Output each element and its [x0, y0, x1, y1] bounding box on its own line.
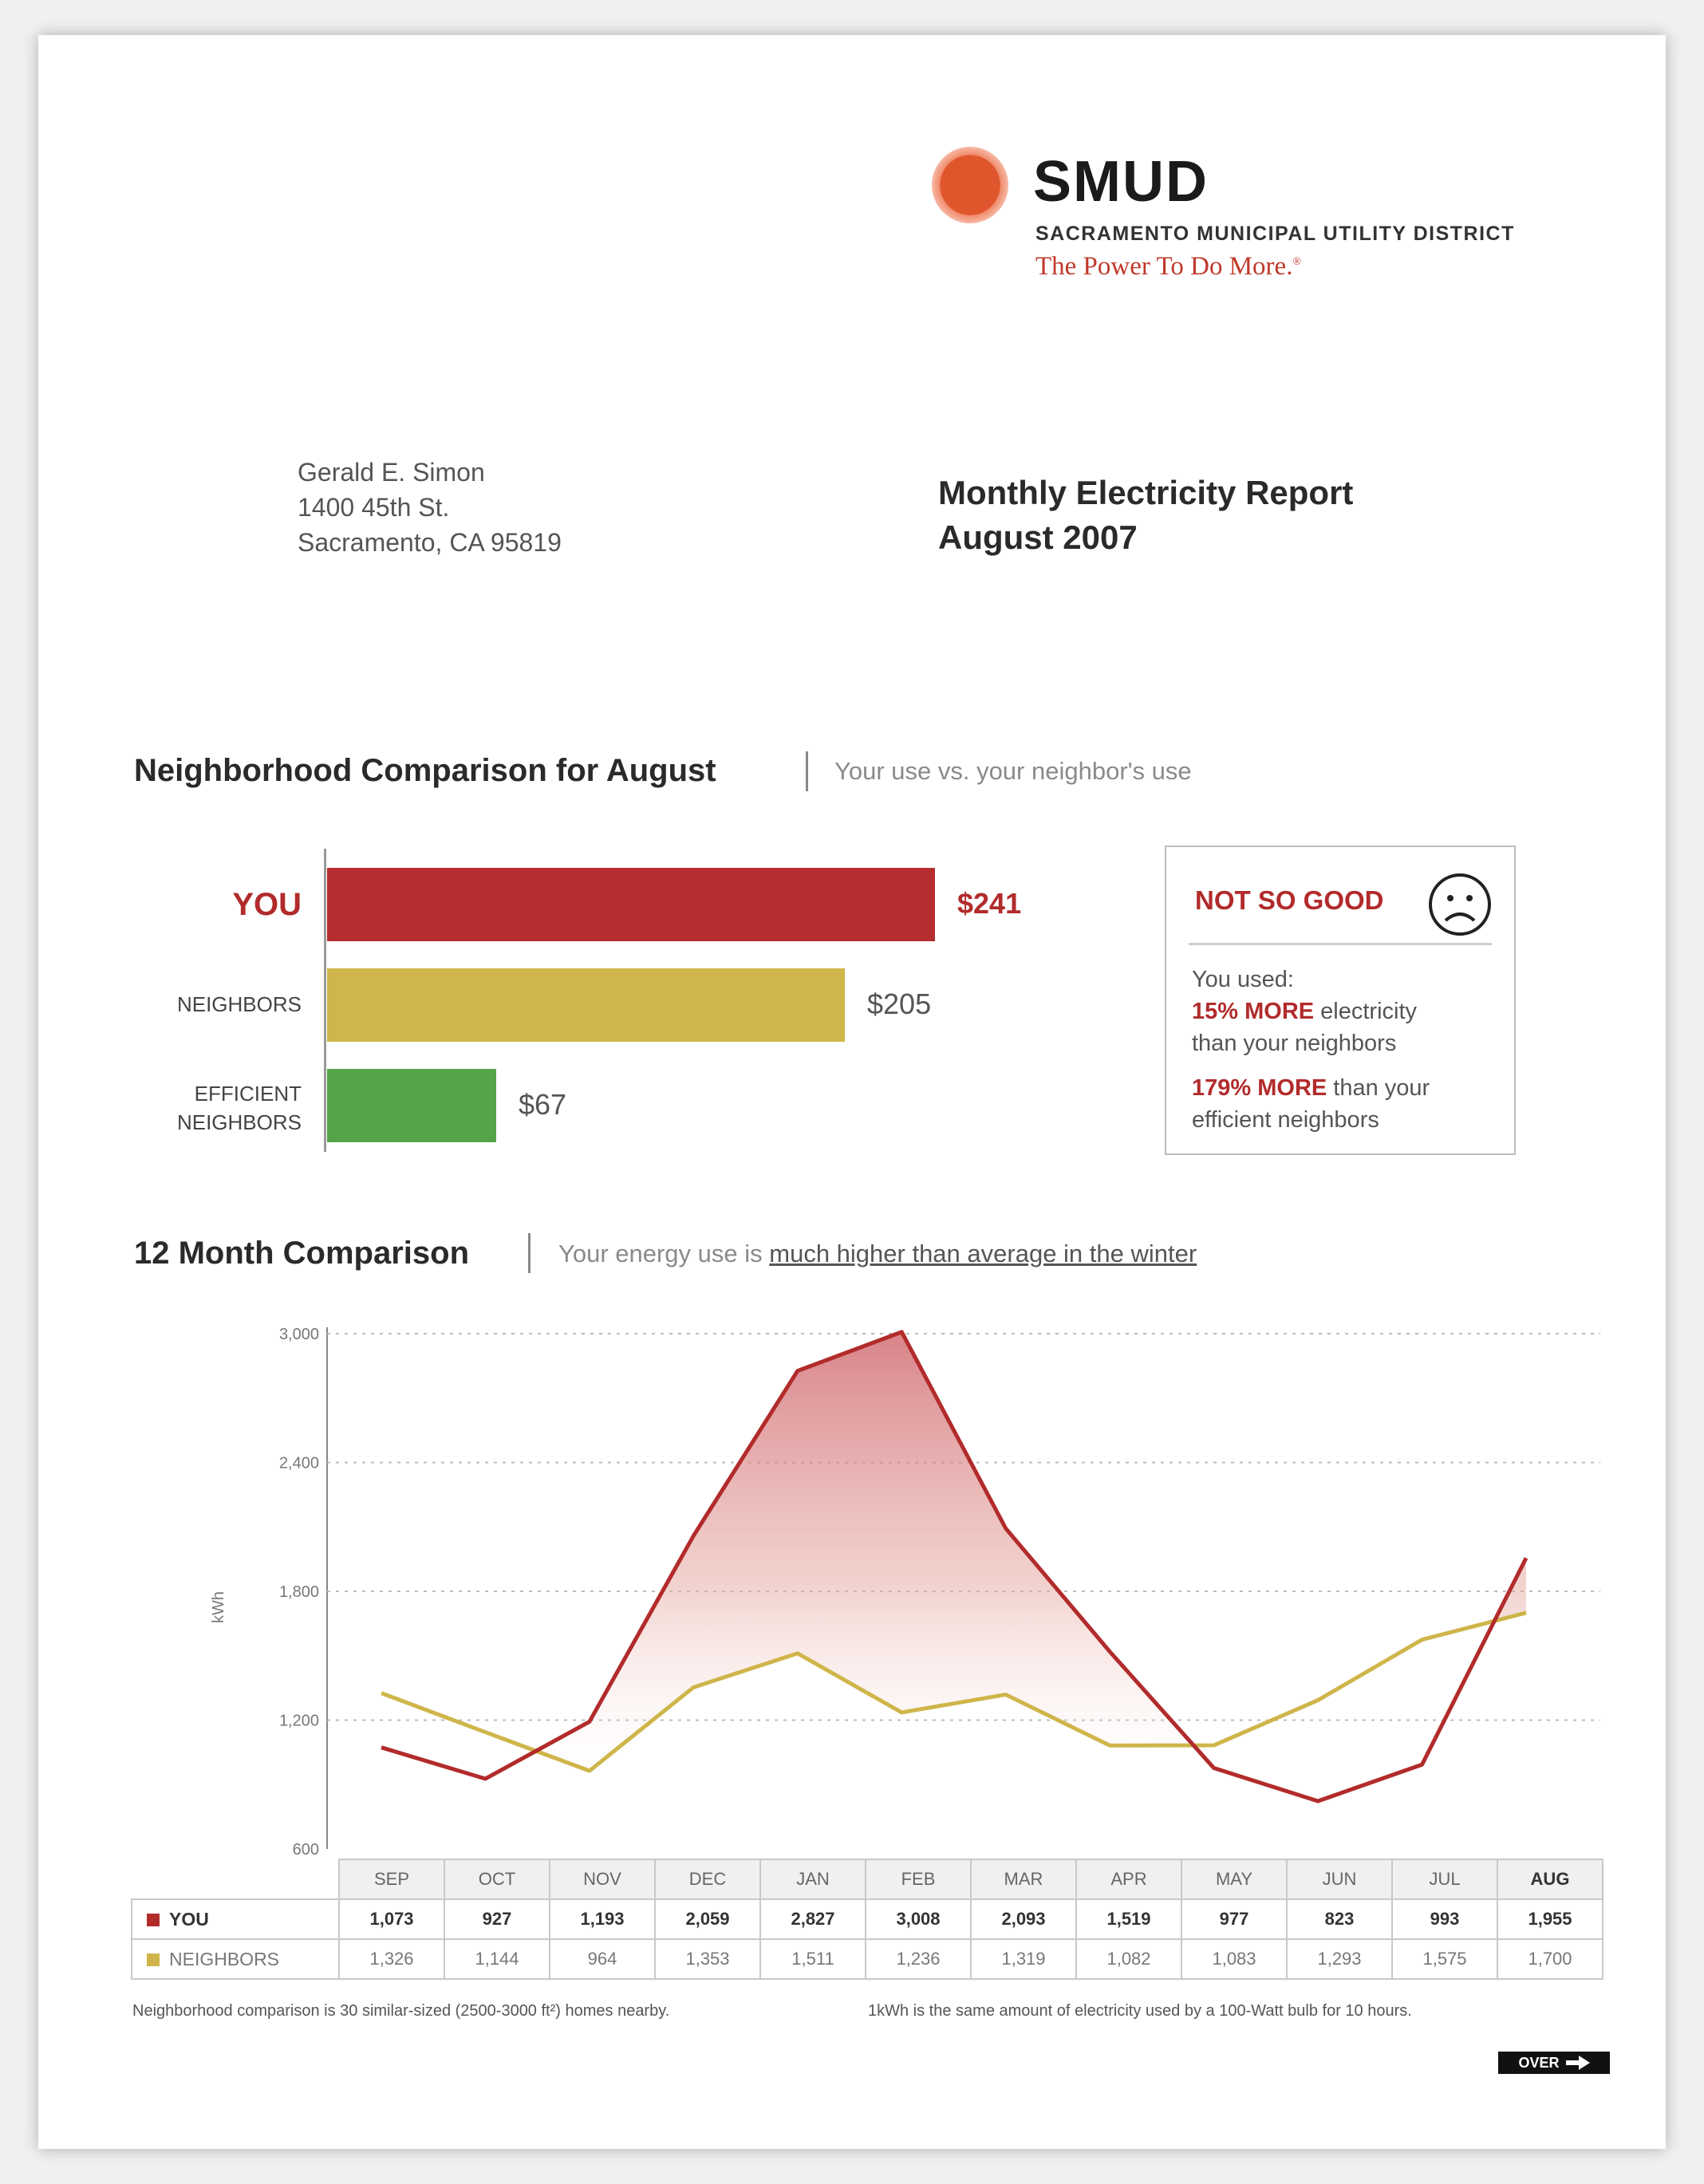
footnote-right: 1kWh is the same amount of electricity u…	[868, 2002, 1412, 2020]
neighbors-value: 1,575	[1391, 1938, 1498, 1980]
you-value: 1,955	[1497, 1898, 1603, 1940]
you-value: 927	[444, 1898, 550, 1940]
month-label: NOV	[549, 1859, 656, 1900]
bar-label-efficient-2: NEIGHBORS	[176, 1110, 302, 1134]
neighbors-line	[381, 1610, 1527, 1773]
y-tick-label: 2,400	[279, 1455, 319, 1472]
data-table: SEP OCT NOV DEC JAN FEB MAR APR MAY JUN JUL AUG YOU…	[131, 1859, 1603, 1980]
over-label: OVER	[1518, 2054, 1560, 2071]
month-label: AUG	[1497, 1859, 1603, 1900]
you-line	[381, 1330, 1528, 1804]
neighborhood-title: Neighborhood Comparison for August	[134, 753, 716, 788]
status-line-2: than your neighbors	[1192, 1031, 1397, 1056]
neighbors-value: 1,319	[970, 1938, 1077, 1980]
y-tick-label: 1,200	[279, 1713, 319, 1730]
neighbors-value: 1,144	[444, 1938, 550, 1980]
twelve-month-subtitle: Your energy use is much higher than aver…	[558, 1240, 1197, 1267]
bar-value-efficient: $67	[519, 1088, 567, 1121]
month-label: MAR	[970, 1859, 1077, 1900]
table-row-neighbors: NEIGHBORS 1,326 1,144 964 1,353 1,511 1,236 1,…	[131, 1938, 1603, 1980]
bar-you	[327, 868, 935, 941]
month-label: APR	[1075, 1859, 1182, 1900]
report-title: Monthly Electricity Report	[938, 474, 1354, 511]
y-tick-label: 1,800	[279, 1583, 319, 1601]
bar-neighbors	[327, 968, 845, 1042]
neighbors-value: 964	[549, 1938, 656, 1980]
row-label-neighbors: NEIGHBORS	[131, 1938, 340, 1980]
report-page: SMUD SACRAMENTO MUNICIPAL UTILITY DISTRI…	[38, 35, 1666, 2149]
you-value: 993	[1391, 1898, 1498, 1940]
footnote-left: Neighborhood comparison is 30 similar-si…	[132, 2002, 670, 2020]
logo-name: SMUD	[1033, 150, 1209, 214]
table-corner	[132, 1859, 340, 1900]
month-label: FEB	[865, 1859, 972, 1900]
status-line-4: efficient neighbors	[1192, 1107, 1379, 1133]
y-axis-label: kWh	[210, 1591, 227, 1623]
month-label: SEP	[338, 1859, 445, 1900]
you-value: 977	[1181, 1898, 1288, 1940]
header-divider-2	[528, 1233, 531, 1273]
status-used: You used:	[1192, 967, 1294, 992]
neighbors-value: 1,353	[654, 1938, 761, 1980]
twelve-month-title: 12 Month Comparison	[134, 1236, 470, 1271]
you-value: 2,059	[654, 1898, 761, 1940]
month-label: OCT	[444, 1859, 550, 1900]
table-row-months: SEP OCT NOV DEC JAN FEB MAR APR MAY JUN JUL AUG	[132, 1859, 1603, 1900]
address-street: 1400 45th St.	[298, 493, 450, 522]
bar-value-you: $241	[957, 887, 1022, 920]
neighbors-value: 1,326	[338, 1938, 445, 1980]
bar-efficient-neighbors	[327, 1069, 496, 1142]
y-tick-label: 600	[293, 1841, 319, 1859]
sad-face-icon	[1429, 873, 1491, 936]
you-value: 1,073	[338, 1898, 445, 1940]
neighbors-swatch	[147, 1953, 160, 1966]
bar-axis	[324, 849, 326, 1152]
neighbors-value: 1,083	[1181, 1938, 1288, 1980]
status-box: NOT SO GOOD You used: 15% MORE electrici…	[1165, 846, 1516, 1155]
bar-label-neighbors: NEIGHBORS	[176, 992, 302, 1016]
logo-tagline: The Power To Do More.®	[1035, 252, 1302, 281]
arrow-right-icon	[1565, 2056, 1590, 2070]
neighborhood-subtitle: Your use vs. your neighbor's use	[834, 757, 1192, 785]
neighbors-value: 1,293	[1286, 1938, 1393, 1980]
you-swatch	[147, 1913, 160, 1926]
address-name: Gerald E. Simon	[298, 458, 485, 487]
month-label: JAN	[759, 1859, 866, 1900]
header-divider	[806, 751, 808, 791]
neighbors-value: 1,082	[1075, 1938, 1182, 1980]
address-city: Sacramento, CA 95819	[298, 528, 562, 557]
month-label: JUN	[1286, 1859, 1393, 1900]
status-separator	[1189, 943, 1492, 945]
you-value: 1,519	[1075, 1898, 1182, 1940]
over-button[interactable]: OVER	[1498, 2052, 1610, 2074]
line-chart: 600 1,200 1,800 2,400 3,000 kWh	[210, 1326, 1600, 1859]
neighbors-value: 1,700	[1497, 1938, 1603, 1980]
month-label: JUL	[1391, 1859, 1498, 1900]
status-title: NOT SO GOOD	[1195, 885, 1384, 915]
you-value: 3,008	[865, 1898, 972, 1940]
logo-subtitle: SACRAMENTO MUNICIPAL UTILITY DISTRICT	[1035, 223, 1515, 245]
you-value: 2,093	[970, 1898, 1077, 1940]
you-value: 1,193	[549, 1898, 656, 1940]
status-line-1: 15% MORE electricity	[1192, 999, 1418, 1024]
neighbors-value: 1,236	[865, 1938, 972, 1980]
status-line-3: 179% MORE than your	[1192, 1075, 1430, 1101]
you-value: 823	[1286, 1898, 1393, 1940]
neighbors-value: 1,511	[759, 1938, 866, 1980]
smud-logo-icon	[932, 147, 1008, 223]
y-tick-label: 3,000	[279, 1326, 319, 1343]
row-label-you: YOU	[131, 1898, 340, 1940]
month-label: DEC	[654, 1859, 761, 1900]
you-value: 2,827	[759, 1898, 866, 1940]
bar-label-you: YOU	[232, 887, 302, 922]
bar-value-neighbors: $205	[867, 988, 932, 1020]
report-period: August 2007	[938, 518, 1138, 556]
bar-label-efficient-1: EFFICIENT	[194, 1082, 302, 1106]
you-excess-area	[381, 1331, 1526, 1772]
month-label: MAY	[1181, 1859, 1288, 1900]
table-row-you: YOU 1,073 927 1,193 2,059 2,827 3,008 2,093 1,5…	[131, 1898, 1603, 1940]
